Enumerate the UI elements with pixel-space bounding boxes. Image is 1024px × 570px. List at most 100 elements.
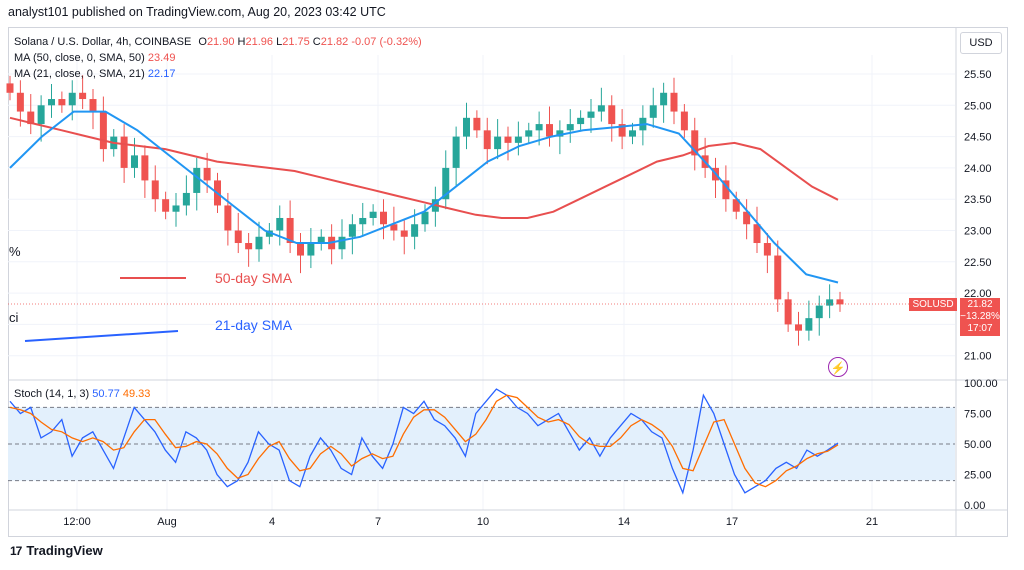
price-tag-countdown: 17:07 (967, 323, 993, 334)
candle-body (141, 155, 149, 181)
candle-body (307, 243, 315, 256)
legend-l-label: L (276, 36, 283, 48)
legend-ma50[interactable]: MA (50, close, 0, SMA, 50) 23.49 (14, 51, 175, 65)
legend-close: 21.82 (320, 36, 349, 48)
sma21-annotation: 21-day SMA (215, 317, 293, 333)
stochastic-panel (8, 388, 955, 495)
price-tick-label: 23.00 (964, 226, 992, 238)
ma21-label: MA (21, close, 0, SMA, 21) (14, 68, 145, 80)
candle-body (193, 167, 201, 193)
candle-body (400, 230, 408, 237)
ma50-value: 23.49 (147, 52, 176, 64)
candles (6, 75, 844, 346)
candle-body (245, 243, 253, 250)
candle-body (172, 205, 180, 212)
stoch-tick-label: 25.00 (964, 470, 992, 482)
candle-body (577, 117, 585, 125)
chart-frame[interactable] (8, 27, 1008, 537)
price-tick-label: 23.50 (964, 194, 992, 206)
candle-body (774, 255, 782, 300)
candle-body (16, 92, 24, 112)
x-tick-label: 14 (618, 516, 630, 528)
legend-ma21[interactable]: MA (21, close, 0, SMA, 21) 22.17 (14, 67, 175, 81)
x-tick-label: 12:00 (63, 516, 91, 528)
candle-body (618, 124, 626, 137)
candle-body (826, 299, 834, 306)
ma21-value: 22.17 (147, 68, 176, 80)
candle-body (463, 117, 470, 137)
moving-averages (9, 110, 839, 284)
price-tick-label: 25.00 (964, 100, 992, 112)
legend-symbol: Solana / U.S. Dollar, 4h, COINBASE (14, 36, 192, 48)
candle-body (452, 136, 460, 168)
legend-stoch[interactable]: Stoch (14, 1, 3) 50.77 49.33 (14, 387, 150, 401)
candle-body (743, 211, 751, 225)
price-tick-label: 22.50 (964, 257, 992, 269)
x-tick-label: 17 (726, 516, 738, 528)
candle-body (131, 155, 138, 168)
candle-body (265, 230, 273, 237)
candle-body (566, 124, 574, 131)
candle-body (680, 111, 688, 131)
candle-body (660, 92, 668, 106)
x-tick-label: 10 (477, 516, 489, 528)
candle-body (224, 205, 232, 231)
legend-low: 21.75 (282, 36, 310, 48)
legend-h-label: H (237, 36, 246, 48)
candle-body (411, 224, 419, 237)
candle-body (535, 124, 543, 131)
candle-body (89, 99, 97, 112)
stoch-label: Stoch (14, 1, 3) (14, 388, 90, 400)
stoch-d-line (9, 394, 839, 488)
legend-c-label: C (312, 36, 321, 48)
stoch-k-value: 50.77 (92, 388, 120, 400)
candle-body (836, 299, 844, 305)
legend-change: -0.07 (-0.32%) (351, 36, 422, 48)
candle-body (390, 224, 398, 231)
x-tick-label: 21 (866, 516, 878, 528)
x-tick-label: Aug (157, 516, 177, 528)
left-text-fragment: ci (9, 310, 19, 325)
candle-body (58, 99, 66, 106)
candle-body (348, 224, 356, 237)
price-tag: 21.82 −13.28% 17:07 (960, 298, 1000, 336)
candle-body (556, 130, 564, 137)
candle-body (151, 180, 159, 200)
candle-body (68, 92, 76, 106)
tradingview-logo[interactable]: 17 TradingView (10, 543, 103, 558)
candle-body (670, 92, 678, 112)
candle-body (815, 305, 823, 319)
legend-high: 21.96 (245, 36, 274, 48)
candle-body (587, 111, 595, 118)
price-tag-price: 21.82 (967, 299, 993, 310)
candle-body (234, 230, 242, 244)
candle-body (421, 211, 429, 225)
candle-body (514, 136, 522, 143)
tradingview-brand: TradingView (26, 543, 103, 558)
candle-body (317, 236, 325, 244)
x-tick-label: 4 (269, 516, 275, 528)
candle-body (380, 211, 387, 225)
currency-button[interactable]: USD (960, 32, 1002, 54)
price-tick-label: 24.50 (964, 132, 992, 144)
candle-body (483, 130, 491, 150)
candle-body (805, 318, 813, 331)
candle-body (546, 124, 553, 137)
lightning-icon[interactable]: ⚡ (828, 357, 848, 377)
candle-body (255, 236, 263, 250)
candle-body (27, 111, 35, 125)
sma21-annotation-line (24, 330, 179, 342)
candle-body (753, 224, 761, 244)
stoch-d-value: 49.33 (122, 388, 151, 400)
candle-body (722, 180, 730, 200)
candle-body (359, 217, 367, 225)
candle-body (276, 217, 284, 231)
publisher-line: analyst101 published on TradingView.com,… (8, 5, 386, 19)
tradingview-mark-icon: 17 (10, 543, 22, 558)
ma50-line (9, 116, 839, 219)
candle-body (99, 111, 107, 150)
x-tick-label: 7 (375, 516, 381, 528)
stoch-tick-label: 0.00 (964, 500, 985, 512)
ma21-line (9, 110, 839, 284)
